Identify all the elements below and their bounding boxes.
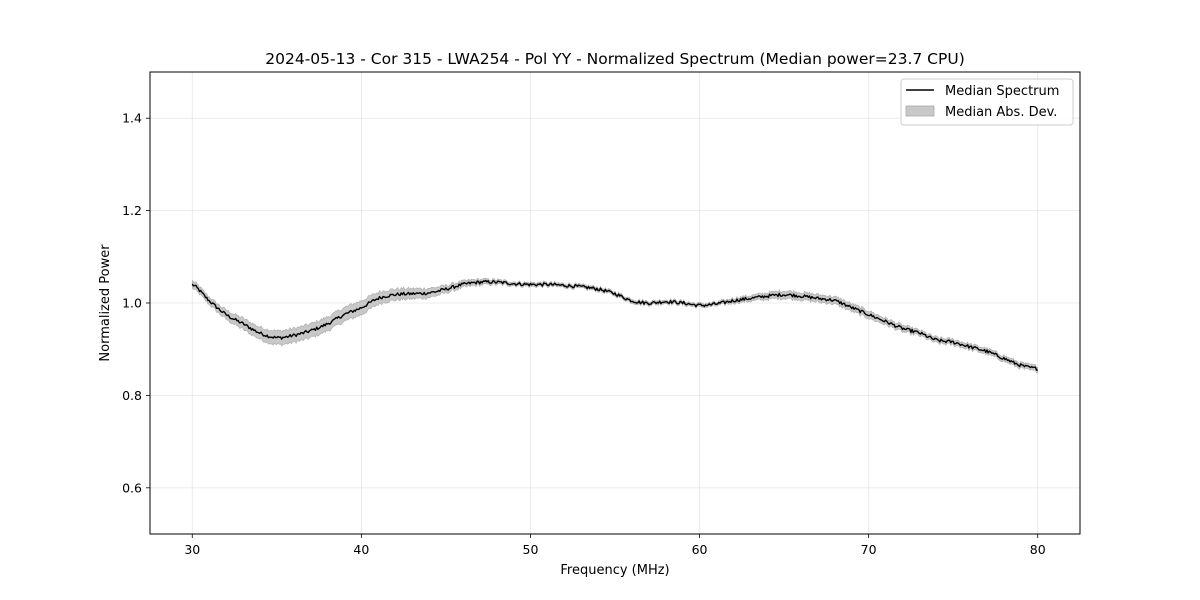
median-abs-dev-band [191,277,1039,374]
x-tick-label: 50 [523,542,539,557]
y-tick-label: 1.4 [122,111,142,126]
x-tick-label: 80 [1030,542,1046,557]
y-axis-ticks: 0.6 0.8 1.0 1.2 1.4 [122,111,150,495]
y-tick-label: 0.6 [122,480,142,495]
median-line-layer [191,279,1038,371]
x-tick-label: 40 [353,542,369,557]
legend: Median Spectrum Median Abs. Dev. [900,78,1074,126]
y-tick-label: 1.0 [122,296,142,311]
y-tick-label: 1.2 [122,203,142,218]
legend-mad-swatch [905,105,935,117]
y-tick-label: 0.8 [122,388,142,403]
y-axis-label: Normalized Power [98,244,113,362]
legend-median-abs-dev: Median Abs. Dev. [945,105,1057,120]
x-tick-label: 60 [692,542,708,557]
x-tick-label: 70 [861,542,877,557]
legend-box [900,78,1074,126]
legend-median-spectrum: Median Spectrum [945,84,1059,99]
x-axis-ticks: 30 40 50 60 70 80 [184,534,1046,557]
x-tick-label: 30 [184,542,200,557]
chart-title: 2024-05-13 - Cor 315 - LWA254 - Pol YY -… [265,50,965,68]
median-spectrum-line [191,279,1038,371]
mad-band-layer [191,277,1039,374]
x-axis-label: Frequency (MHz) [560,563,669,578]
